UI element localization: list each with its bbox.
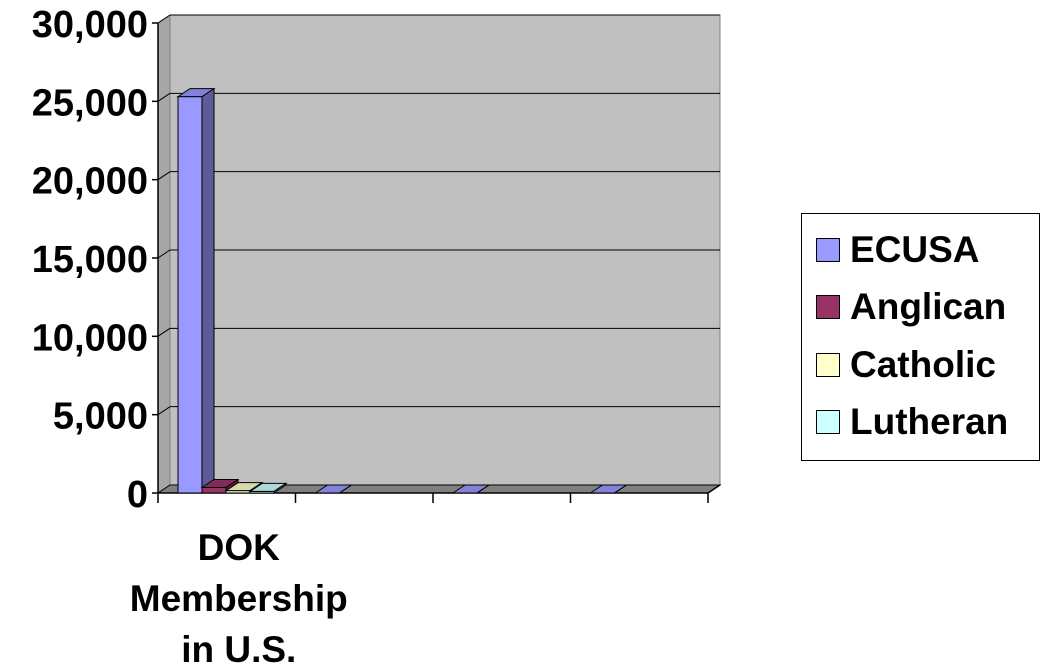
legend-label-anglican: Anglican <box>850 286 1007 327</box>
bar-lutheran-0 <box>248 482 288 494</box>
y-tick-label: 5,000 <box>53 396 148 438</box>
bar-ecusa-1 <box>313 484 354 494</box>
bar-ecusa-1-side <box>339 484 352 494</box>
x-category-label: DOK <box>198 527 281 568</box>
legend-swatch-anglican <box>816 295 840 319</box>
x-category-label: Membership <box>130 578 348 619</box>
legend-label-lutheran: Lutheran <box>850 401 1009 442</box>
legend-item-catholic: Catholic <box>816 343 996 387</box>
bar-ecusa-2 <box>451 484 491 494</box>
legend-item-lutheran: Lutheran <box>816 400 1008 444</box>
x-category-labels: DOK Membership in U.S. <box>130 527 348 669</box>
legend-swatch-catholic <box>816 353 840 377</box>
legend-swatch-lutheran <box>816 410 840 434</box>
bar-lutheran-0-side <box>273 482 287 494</box>
bar-ecusa-0 <box>176 87 216 494</box>
legend-item-anglican: Anglican <box>816 285 1006 329</box>
legend: ECUSA Anglican Catholic Lutheran <box>801 213 1040 461</box>
legend-label-ecusa: ECUSA <box>850 229 980 270</box>
bar-ecusa-3-side <box>614 484 627 494</box>
gridline-side <box>157 171 171 181</box>
plot-walls <box>156 14 722 494</box>
gridlines <box>157 14 720 416</box>
y-tick-label: 0 <box>127 474 148 516</box>
gridline-side <box>157 14 171 24</box>
bar-ecusa-3 <box>588 484 629 494</box>
y-tick-label: 15,000 <box>32 239 148 281</box>
gridline-side <box>157 92 171 102</box>
gridline-side <box>157 406 171 416</box>
bar-ecusa-0-side <box>201 87 215 494</box>
bar-ecusa-0-front <box>177 96 203 494</box>
bar-anglican-0-front <box>201 487 227 494</box>
legend-swatch-ecusa <box>816 238 840 262</box>
y-tick-label: 10,000 <box>32 317 148 359</box>
x-category-label: in U.S. <box>181 629 296 669</box>
gridline-side <box>157 327 171 337</box>
bar-ecusa-2-side <box>476 484 490 494</box>
y-tick-label: 25,000 <box>32 82 148 124</box>
bars <box>176 87 629 494</box>
y-tick-label: 20,000 <box>32 161 148 203</box>
gridline-side <box>157 249 171 259</box>
legend-item-ecusa: ECUSA <box>816 228 980 272</box>
y-tick-label: 30,000 <box>32 4 148 46</box>
x-axis-depth <box>707 484 721 494</box>
legend-label-catholic: Catholic <box>850 344 996 385</box>
y-tick-labels: 0 5,000 10,000 15,000 20,000 25,000 30,000 <box>32 4 148 516</box>
